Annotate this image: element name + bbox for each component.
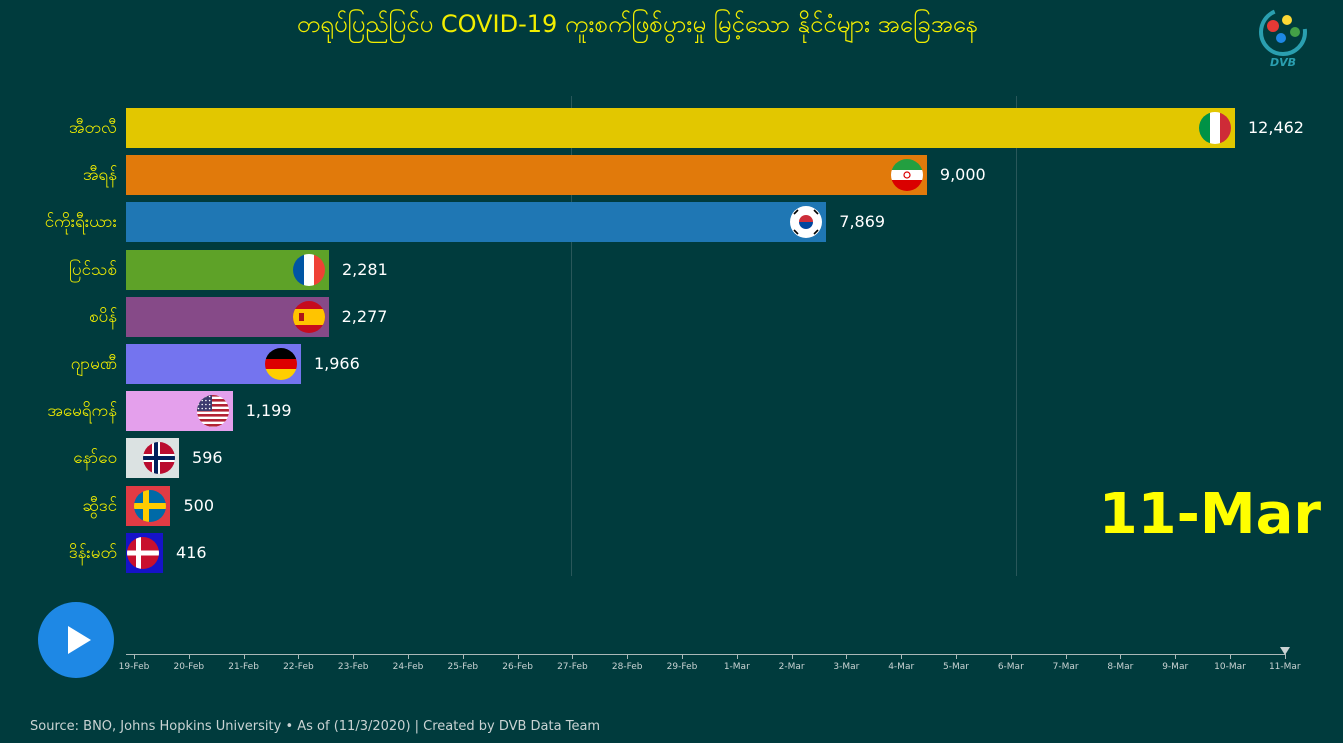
timeline-tick <box>462 654 464 659</box>
timeline-tick-label: 24-Feb <box>392 662 424 672</box>
timeline-tick <box>243 654 245 659</box>
value-label: 2,281 <box>341 260 388 279</box>
timeline-tick-label: 2-Mar <box>778 662 805 672</box>
timeline-tick <box>1010 654 1012 659</box>
play-button[interactable] <box>38 602 114 678</box>
country-label: ဂျာမဏီ <box>70 354 117 374</box>
timeline-tick <box>1230 654 1231 659</box>
timeline-tick-label: 3-Mar <box>833 662 860 672</box>
value-label: 7,869 <box>839 212 886 231</box>
gridline <box>571 96 572 576</box>
timeline-tick-label: 10-Mar <box>1214 662 1246 672</box>
country-label: င်ကိုးရီးယား <box>44 212 117 232</box>
timeline-tick <box>901 654 903 659</box>
timeline-tick <box>682 654 683 659</box>
country-label: အမေရိကန် <box>47 401 117 421</box>
timeline-tick <box>791 654 793 659</box>
country-label: အီရန် <box>82 165 117 185</box>
germany-flag-icon <box>264 347 298 381</box>
value-label: 500 <box>183 496 215 515</box>
italy-flag-icon <box>1198 111 1232 145</box>
france-flag-icon <box>292 253 326 287</box>
source-note: Source: BNO, Johns Hopkins University • … <box>30 719 601 734</box>
chart-title: တရုပ်ပြည်ပြင်ပ COVID-19 ကူးစက်ဖြစ်ပွားမှ… <box>296 10 979 38</box>
logo-text: DVB <box>1270 56 1296 69</box>
timeline-tick <box>408 654 409 659</box>
timeline-tick-label: 23-Feb <box>337 662 369 672</box>
timeline-tick <box>846 654 848 659</box>
value-label: 12,462 <box>1248 118 1304 137</box>
timeline-tick-label: 5-Mar <box>943 662 969 672</box>
south-korea-flag-icon <box>789 205 823 239</box>
timeline-tick <box>1120 654 1122 659</box>
country-label: ဆွီဒင် <box>82 496 117 516</box>
sweden-flag-icon <box>133 489 167 523</box>
play-icon <box>68 626 91 654</box>
timeline-tick <box>1284 654 1286 659</box>
timeline-tick <box>627 654 629 659</box>
timeline-tick <box>188 654 190 659</box>
timeline-tick <box>572 654 574 659</box>
gridline <box>1016 96 1017 576</box>
value-label: 9,000 <box>939 165 986 184</box>
dvb-logo: DVB <box>1259 8 1307 69</box>
timeline-tick-label: 7-Mar <box>1052 662 1079 672</box>
timeline-tick <box>517 654 519 659</box>
timeline-tick <box>298 654 300 659</box>
country-label: ပြင်သစ် <box>69 260 117 280</box>
timeline-tick-label: 1-Mar <box>723 662 750 672</box>
iran-flag-icon <box>890 158 924 192</box>
timeline-tick-label: 21-Feb <box>228 662 259 672</box>
timeline-axis <box>126 654 1286 655</box>
timeline-tick-label: 20-Feb <box>173 662 205 672</box>
timeline-tick-label: 26-Feb <box>502 662 533 672</box>
timeline-slider-handle[interactable] <box>1279 646 1291 656</box>
timeline-tick-label: 9-Mar <box>1162 662 1189 672</box>
timeline-tick-label: 11-Mar <box>1268 662 1301 672</box>
spain-flag-icon <box>292 300 326 334</box>
usa-flag-icon <box>196 394 230 428</box>
country-label: နော်ဝေ <box>73 448 117 468</box>
value-label: 596 <box>192 448 223 467</box>
timeline-tick-label: 6-Mar <box>997 662 1024 672</box>
timeline-tick-label: 4-Mar <box>888 662 915 672</box>
value-label: 2,277 <box>341 307 388 326</box>
country-label: အီတလီ <box>68 118 117 138</box>
denmark-flag-icon <box>126 536 160 570</box>
timeline-tick <box>1175 654 1177 659</box>
timeline-tick <box>1065 654 1067 659</box>
bar <box>126 155 927 195</box>
country-label: ဒိန်းမတ် <box>68 543 117 563</box>
timeline-tick <box>736 654 738 659</box>
timeline-tick-label: 25-Feb <box>447 662 479 672</box>
timeline-tick <box>134 654 135 659</box>
value-label: 1,199 <box>245 401 292 420</box>
timeline-tick <box>353 654 355 659</box>
timeline-tick-label: 8-Mar <box>1107 662 1134 672</box>
bar <box>126 108 1235 148</box>
timeline-tick-label: 27-Feb <box>557 662 588 672</box>
current-date-label: 11-Mar <box>1098 482 1321 547</box>
bar <box>126 202 827 242</box>
timeline-tick-label: 22-Feb <box>283 662 314 672</box>
norway-flag-icon <box>142 441 176 475</box>
value-label: 1,966 <box>313 354 360 373</box>
timeline-tick <box>956 654 957 659</box>
timeline-tick-label: 19-Feb <box>118 662 150 672</box>
timeline-tick-label: 28-Feb <box>611 662 643 672</box>
timeline-tick-label: 29-Feb <box>666 662 698 672</box>
value-label: 416 <box>176 543 207 562</box>
country-label: စပိန် <box>88 307 117 327</box>
